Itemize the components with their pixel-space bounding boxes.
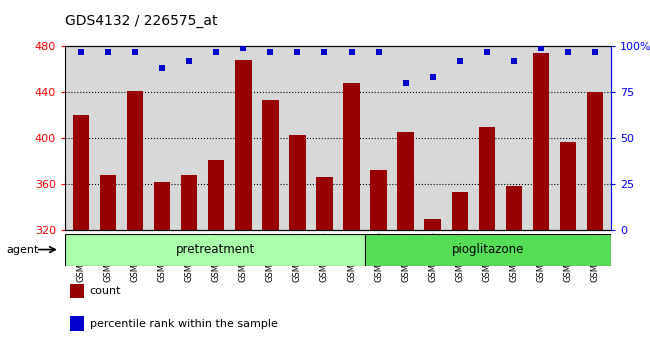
- Bar: [289, 135, 306, 230]
- Bar: [560, 142, 576, 230]
- Bar: [70, 316, 84, 331]
- Text: pretreatment: pretreatment: [176, 243, 255, 256]
- Bar: [263, 100, 279, 230]
- Bar: [181, 175, 198, 230]
- Bar: [506, 187, 522, 230]
- Text: percentile rank within the sample: percentile rank within the sample: [90, 319, 278, 329]
- Bar: [424, 219, 441, 230]
- Bar: [70, 284, 84, 298]
- Bar: [127, 91, 144, 230]
- Bar: [208, 160, 224, 230]
- Text: agent: agent: [6, 245, 39, 255]
- Text: pioglitazone: pioglitazone: [452, 243, 525, 256]
- Bar: [100, 175, 116, 230]
- Text: GDS4132 / 226575_at: GDS4132 / 226575_at: [65, 14, 218, 28]
- Bar: [370, 170, 387, 230]
- Bar: [365, 234, 611, 266]
- Bar: [397, 132, 413, 230]
- Bar: [532, 53, 549, 230]
- Bar: [154, 182, 170, 230]
- Bar: [65, 234, 365, 266]
- Bar: [452, 192, 468, 230]
- Text: count: count: [90, 286, 121, 296]
- Bar: [343, 83, 359, 230]
- Bar: [587, 92, 603, 230]
- Bar: [235, 60, 252, 230]
- Bar: [478, 127, 495, 230]
- Bar: [317, 177, 333, 230]
- Bar: [73, 115, 89, 230]
